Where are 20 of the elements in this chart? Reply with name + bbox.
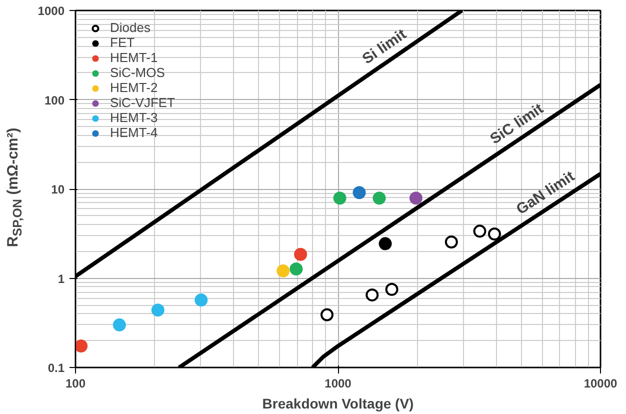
y-tick-label: 1 <box>58 272 65 286</box>
legend-label: HEMT-4 <box>110 125 158 140</box>
legend-label: FET <box>110 35 135 50</box>
legend-label: Diodes <box>110 20 150 35</box>
legend-label: SiC-VJFET <box>110 95 175 110</box>
text: SiC limit <box>487 100 546 148</box>
x-tick-label: 100 <box>65 376 86 390</box>
x-tick-label: 1000 <box>324 376 352 390</box>
legend-label: HEMT-3 <box>110 110 158 125</box>
text: GaN limit <box>513 168 578 218</box>
x-tick-label: 10000 <box>584 376 618 390</box>
y-tick-label: 10 <box>51 182 65 196</box>
legend-label: SiC-MOS <box>110 65 165 80</box>
y-tick-label: 0.1 <box>48 361 65 375</box>
y-tick-label: 1000 <box>38 4 65 18</box>
x-axis-title: Breakdown Voltage (V) <box>262 396 414 412</box>
legend-label: HEMT-2 <box>110 80 158 95</box>
legend-label: HEMT-1 <box>110 50 158 65</box>
text: Si limit <box>359 26 410 68</box>
y-tick-label: 100 <box>44 93 65 108</box>
